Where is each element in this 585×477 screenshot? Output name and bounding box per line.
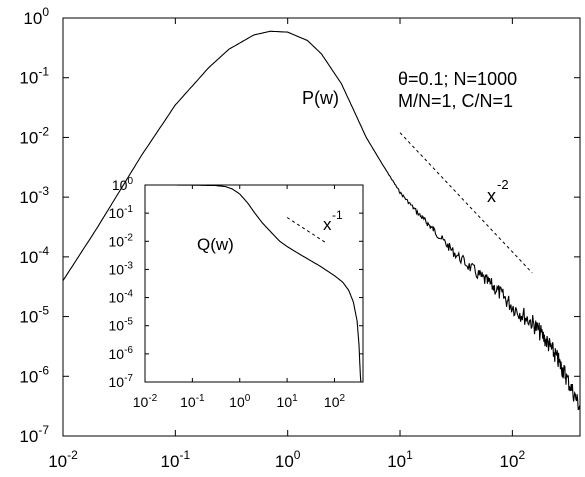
- guide-label-exponent: -2: [497, 177, 509, 192]
- inset-y-tick-label: 10-1: [109, 204, 134, 221]
- inset-x-tick-label: 10-2: [133, 393, 158, 410]
- main-x-tick-label: 100: [275, 448, 301, 471]
- series-label-q-w: Q(w): [197, 235, 234, 254]
- inset-x-tick-label: 10-1: [180, 393, 205, 410]
- inset-guide-label-exponent: -1: [332, 208, 343, 222]
- inset-plot-frame: [144, 184, 364, 383]
- main-y-tick-label: 100: [23, 5, 49, 28]
- guide-label-x-minus-1: x -1: [323, 208, 343, 234]
- series-label-p-w: P(w): [302, 88, 339, 108]
- main-x-tick-label: 10-1: [161, 448, 191, 471]
- inset-y-tick-label: 100: [112, 176, 134, 193]
- main-x-tick-label: 10-2: [48, 448, 78, 471]
- inset-plot-background: [145, 185, 363, 382]
- main-guide-lines: [399, 132, 533, 274]
- params-label-line1: θ=0.1; N=1000: [398, 69, 517, 89]
- inset-guide-lines: [286, 217, 326, 243]
- main-y-tick-label: 10-3: [19, 184, 49, 207]
- inset-y-tick-label: 10-7: [109, 373, 134, 390]
- inset-y-tick-label: 10-5: [109, 317, 134, 334]
- guide-label-x-minus-2: x -2: [487, 177, 509, 206]
- inset-y-tick-label: 10-4: [109, 289, 134, 306]
- series-line-p-w: [62, 30, 581, 411]
- inset-x-tick-label: 102: [324, 393, 346, 410]
- main-plot-frame: [62, 17, 581, 437]
- main-y-tick-label: 10-1: [19, 65, 49, 88]
- inset-y-tick-label: 10-3: [109, 260, 134, 277]
- main-y-tick-label: 10-7: [19, 423, 49, 446]
- main-y-tick-label: 10-4: [19, 244, 49, 267]
- inset-x-tick-label: 100: [229, 393, 251, 410]
- inset-y-tick-label: 10-2: [109, 232, 134, 249]
- inset-y-tick-label: 10-6: [109, 345, 134, 362]
- inset-guide-line: [286, 217, 326, 243]
- main-x-tick-label: 101: [387, 448, 413, 471]
- inset-guide-label-base: x: [323, 215, 332, 234]
- main-y-tick-label: 10-2: [19, 124, 49, 147]
- inset-x-tick-label: 101: [277, 393, 299, 410]
- inset-plot: 10-2 10-1 100 101 102 100 10-1 10-2 10-3 10-4 10-5…: [109, 176, 364, 410]
- main-x-tick-label: 102: [500, 448, 526, 471]
- guide-label-base: x: [487, 186, 496, 206]
- series-line-q-w: [145, 184, 362, 382]
- main-y-tick-label: 10-5: [19, 304, 49, 327]
- main-guide-line: [399, 132, 533, 274]
- main-y-tick-label: 10-6: [19, 363, 49, 386]
- params-label-line2: M/N=1, C/N=1: [398, 91, 513, 111]
